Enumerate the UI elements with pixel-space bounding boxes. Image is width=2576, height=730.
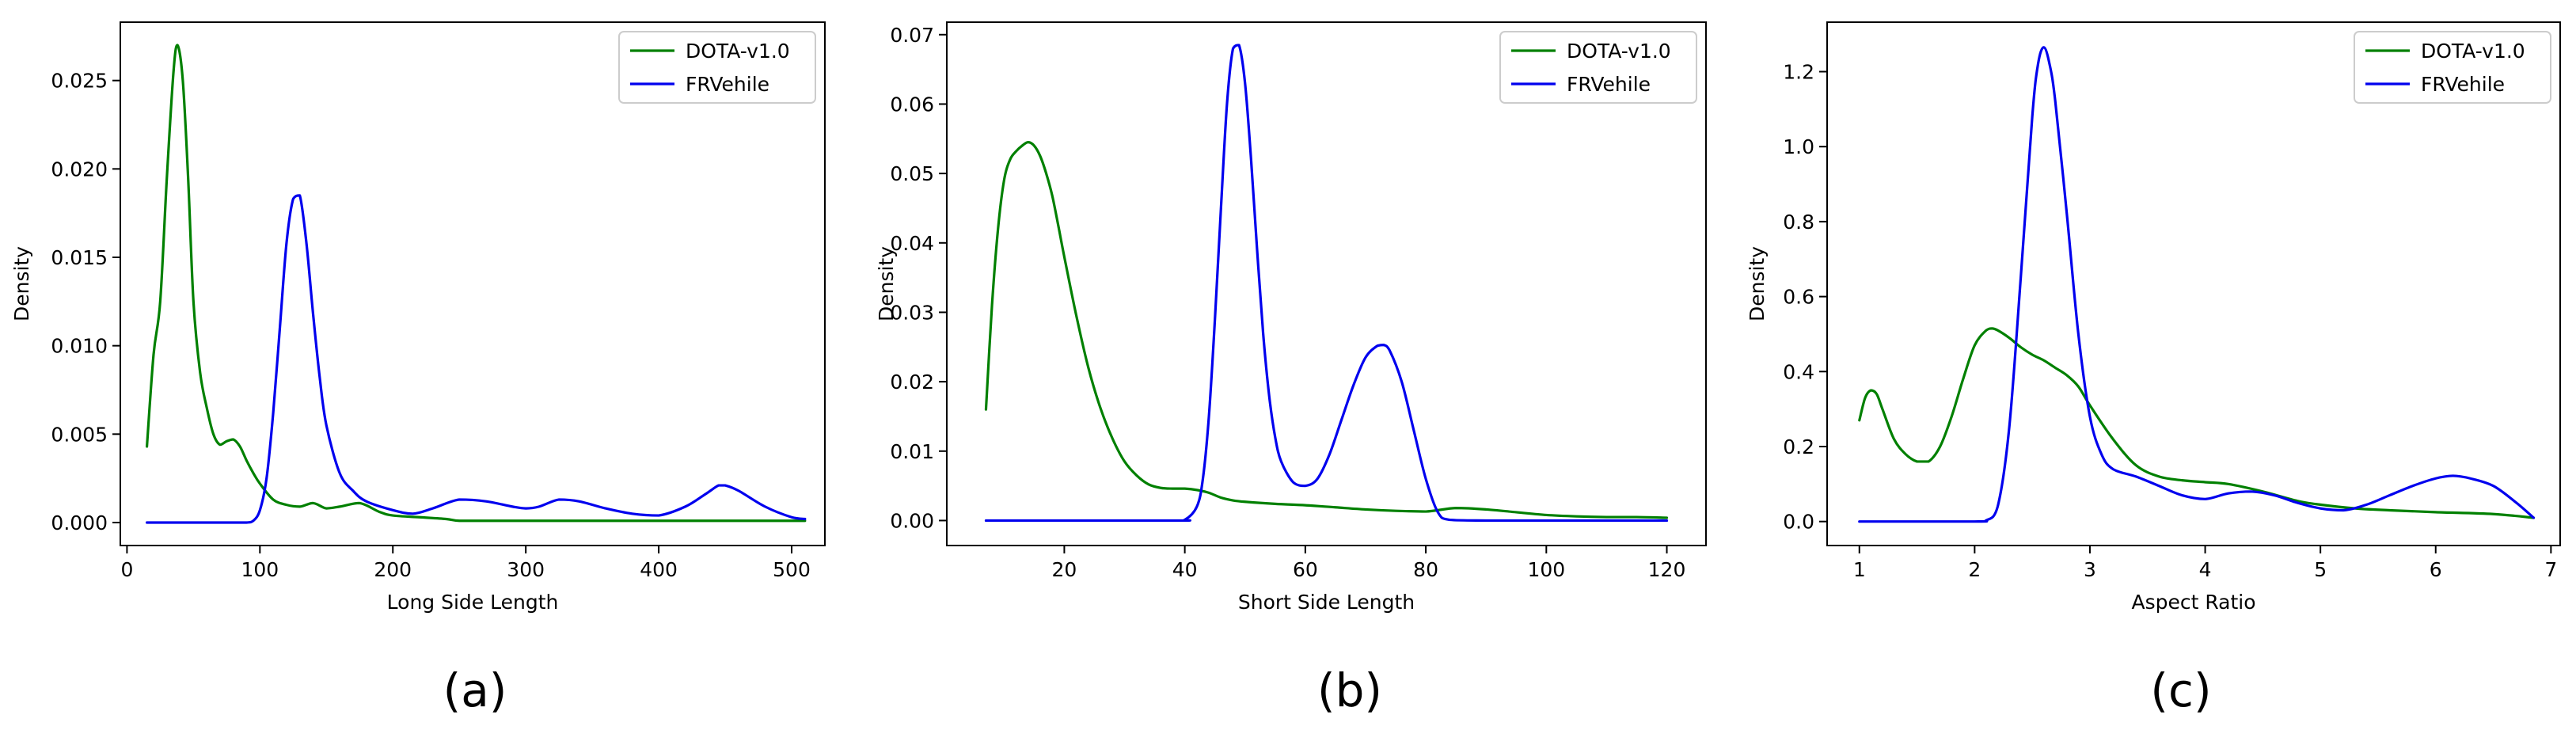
legend: DOTA-v1.0 FRVehile [618,31,816,104]
y-tick-label: 0.000 [51,511,108,534]
series-line-dota-v1-0 [1858,327,2536,519]
legend-label: DOTA-v1.0 [1567,40,1671,63]
y-tick-label: 0.020 [51,158,108,181]
y-axis-label: Density [875,246,898,321]
y-tick-label: 0.06 [890,93,934,116]
x-tick-label: 5 [2314,558,2327,581]
x-axis-label: Long Side Length [387,591,559,614]
x-tick-label: 1 [1853,558,1866,581]
y-tick-label: 0.01 [890,440,934,463]
x-tick-label: 6 [2430,558,2442,581]
y-tick-label: 0.07 [890,24,934,47]
x-tick-label: 300 [507,558,545,581]
legend-label: FRVehile [1567,73,1651,96]
axes-frame [1826,21,2561,546]
x-tick-label: 20 [1052,558,1077,581]
y-tick-label: 0.6 [1783,286,1814,309]
y-tick-label: 0.05 [890,162,934,185]
y-axis-label: Density [1746,246,1769,321]
x-tick-label: 400 [640,558,678,581]
axes-frame [946,21,1707,546]
chart-panel-a: 0 100 200 300 400 500 0.000 0.005 0.010 0.015 0.02… [10,21,826,717]
series-line-dota-v1-0 [984,141,1669,519]
y-tick-label: 0.025 [51,70,108,93]
y-tick-label: 0.010 [51,335,108,358]
chart-panel-b: 20 40 60 80 100 120 0.00 0.01 0.02 0.03 0.04 0.05 0.… [875,21,1707,717]
x-tick-label: 120 [1648,558,1686,581]
panel-caption: (a) [443,663,507,717]
y-tick-label: 0.03 [890,301,934,324]
legend: DOTA-v1.0 FRVehile [1499,31,1697,104]
chart-panel-c: 1 2 3 4 5 6 7 0.0 0.2 0.4 0.6 0.8 1.0 1.2 Aspect Ratio… [1746,21,2561,717]
legend-label: FRVehile [686,73,769,96]
legend-label: DOTA-v1.0 [686,40,790,63]
series-line-dota-v1-0 [145,44,807,523]
legend-label: DOTA-v1.0 [2421,40,2525,63]
series-line-frvehile [1858,46,2536,523]
x-axis-label: Short Side Length [1238,591,1415,614]
x-tick-label: 100 [241,558,279,581]
x-tick-label: 3 [2084,558,2096,581]
panel-caption: (c) [2150,663,2211,717]
y-tick-label: 0.2 [1783,435,1814,458]
y-tick-label: 0.4 [1783,360,1814,383]
y-tick-label: 0.015 [51,246,108,269]
y-axis-label: Density [10,246,33,321]
y-tick-label: 1.2 [1783,61,1814,84]
x-axis-label: Aspect Ratio [2131,591,2255,614]
y-tick-label: 0.00 [890,509,934,532]
y-tick-label: 0.04 [890,232,934,255]
series-line-frvehile [145,194,807,524]
x-tick-label: 4 [2199,558,2212,581]
x-tick-label: 60 [1293,558,1318,581]
series-line-frvehile [984,44,1669,523]
x-tick-label: 80 [1413,558,1438,581]
y-tick-label: 0.8 [1783,211,1814,234]
x-tick-label: 500 [773,558,811,581]
x-tick-label: 2 [1968,558,1981,581]
y-tick-label: 1.0 [1783,135,1814,158]
legend-label: FRVehile [2421,73,2505,96]
y-tick-label: 0.0 [1783,511,1814,534]
panel-caption: (b) [1317,663,1382,717]
y-tick-label: 0.02 [890,371,934,394]
legend: DOTA-v1.0 FRVehile [2354,31,2551,104]
x-tick-label: 200 [374,558,412,581]
x-tick-label: 0 [120,558,133,581]
y-tick-label: 0.005 [51,423,108,446]
x-tick-label: 100 [1527,558,1565,581]
x-tick-label: 40 [1172,558,1198,581]
x-tick-label: 7 [2544,558,2557,581]
axes-frame [120,21,826,546]
